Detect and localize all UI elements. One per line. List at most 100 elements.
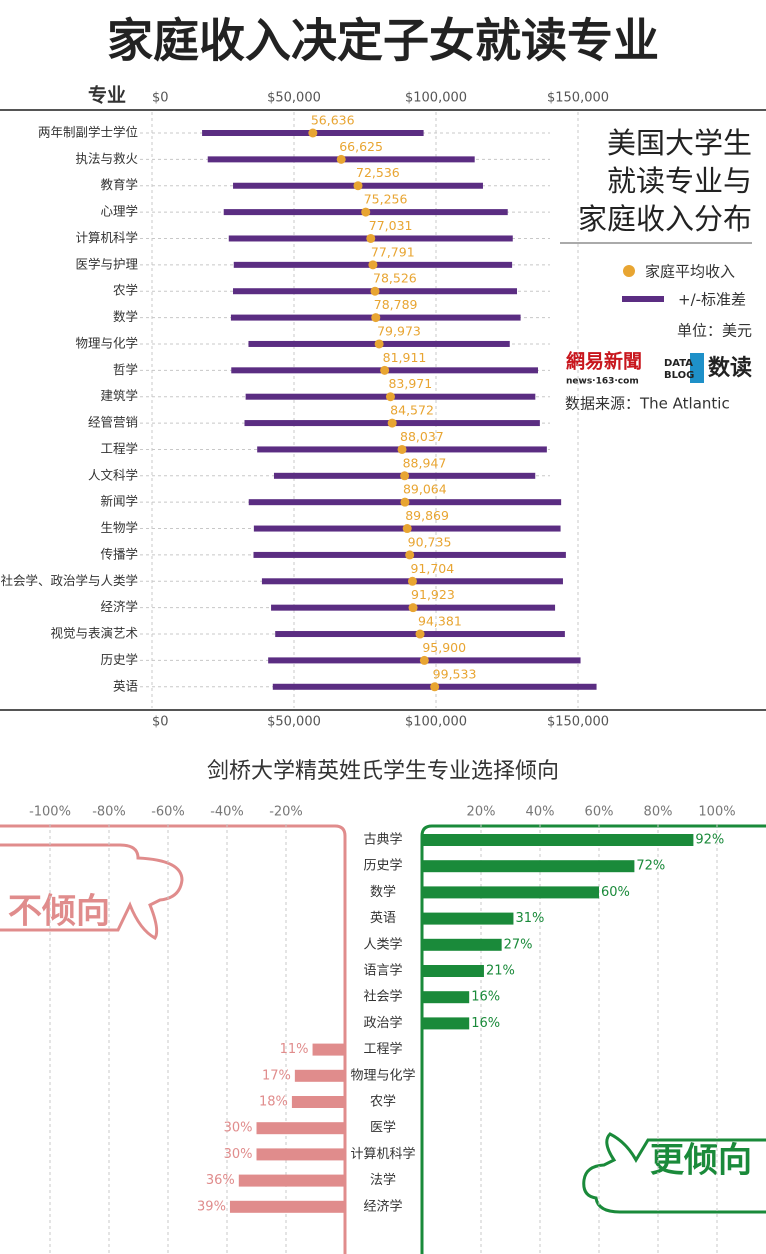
x-tick-label: $50,000	[267, 715, 321, 730]
value-label: 72%	[636, 859, 665, 874]
value-label: 30%	[224, 1121, 253, 1136]
mean-dot	[407, 576, 417, 586]
mean-dot	[308, 128, 318, 138]
x-tick-label: $150,000	[547, 91, 609, 106]
value-label: 77,031	[369, 218, 413, 233]
mean-dot	[430, 682, 440, 692]
category-label: 经济学	[363, 1198, 402, 1214]
x-tick-label: 40%	[526, 805, 555, 820]
sidebar-title: 家庭收入分布	[578, 202, 752, 236]
thumb-up	[582, 1132, 766, 1214]
logo-box	[565, 352, 657, 376]
value-label: 18%	[259, 1095, 288, 1110]
value-label: 84,572	[390, 403, 434, 418]
mean-dot	[380, 365, 390, 375]
value-label: 91,704	[410, 561, 454, 576]
value-label: 83,971	[388, 376, 432, 391]
page-title: 家庭收入决定子女就读专业	[107, 14, 659, 68]
category-label: 英语	[113, 678, 138, 693]
category-label: 古典学	[363, 832, 402, 848]
value-label: 56,636	[311, 113, 355, 128]
mean-dot	[419, 655, 429, 665]
bar	[422, 965, 484, 977]
x-tick-label: $0	[152, 91, 169, 106]
category-label: 历史学	[363, 858, 402, 874]
value-label: 31%	[515, 911, 544, 926]
category-label: 数学	[370, 884, 396, 900]
mean-dot	[336, 154, 346, 164]
bar	[422, 1017, 470, 1030]
x-tick-label: $100,000	[405, 715, 467, 730]
bar	[422, 834, 694, 846]
value-label: 89,064	[403, 482, 447, 497]
annotation-negative: 不倾向	[8, 892, 110, 932]
mean-dot	[397, 444, 407, 454]
category-label: 经管营销	[88, 415, 138, 430]
value-label: 72,536	[356, 165, 400, 180]
value-label: 92%	[695, 833, 724, 848]
value-label: 79,973	[377, 323, 421, 338]
category-label: 计算机科学	[350, 1146, 415, 1162]
mean-dot	[368, 260, 378, 270]
logo-name: 網易新聞	[566, 350, 642, 373]
category-label: 建筑学	[100, 388, 138, 403]
x-tick-label: 80%	[644, 805, 673, 820]
legend-label: 家庭平均收入	[645, 263, 735, 281]
mean-dot	[400, 497, 410, 507]
x-tick-label: -100%	[29, 805, 71, 820]
value-label: 90,735	[408, 534, 452, 549]
legend-dot	[623, 265, 635, 277]
x-tick-label: -80%	[92, 805, 126, 820]
logo-blog: DATA	[664, 358, 693, 369]
bar	[312, 1043, 345, 1056]
value-label: 16%	[471, 1016, 500, 1031]
logo-accent	[690, 353, 704, 383]
annotation-positive: 更倾向	[650, 1141, 752, 1181]
bar	[256, 1122, 345, 1135]
x-tick-label: $150,000	[547, 715, 609, 730]
category-label: 工程学	[100, 441, 138, 456]
bar	[294, 1069, 345, 1082]
category-label: 人类学	[363, 936, 402, 952]
logo-brand: 数读	[708, 355, 752, 381]
mean-dot	[361, 207, 371, 217]
category-label: 传播学	[100, 546, 138, 561]
category-label: 政治学	[363, 1015, 402, 1031]
category-label: 经济学	[100, 599, 138, 614]
category-label: 物理与化学	[350, 1067, 415, 1083]
bar	[229, 1200, 345, 1213]
x-tick-label: -20%	[269, 805, 303, 820]
bar	[422, 912, 514, 925]
value-label: 89,869	[405, 508, 449, 523]
value-label: 99,533	[433, 666, 477, 681]
category-label: 农学	[370, 1094, 396, 1110]
category-label: 农学	[113, 283, 138, 298]
logo-url: news·163·com	[566, 377, 639, 387]
sidebar-title: 就读专业与	[607, 164, 752, 198]
category-label: 心理学	[100, 204, 138, 219]
value-label: 60%	[601, 885, 630, 900]
mean-dot	[370, 286, 380, 296]
source-note: 数据来源：The Atlantic	[565, 395, 730, 413]
mean-dot	[374, 339, 384, 349]
y-axis-label: 专业	[88, 84, 126, 107]
category-label: 两年制副学士学位	[38, 125, 138, 140]
category-label: 医学	[370, 1120, 396, 1136]
value-label: 30%	[224, 1147, 253, 1162]
x-tick-label: $50,000	[267, 91, 321, 106]
negative-frame	[0, 824, 347, 1254]
x-tick-label: $100,000	[405, 91, 467, 106]
value-label: 11%	[280, 1042, 309, 1057]
thumb-down	[0, 843, 184, 940]
bar	[422, 991, 470, 1004]
category-label: 教育学	[100, 177, 138, 192]
bar	[422, 860, 635, 873]
value-label: 21%	[486, 964, 515, 979]
x-tick-label: $0	[152, 715, 169, 730]
value-label: 88,947	[403, 455, 447, 470]
category-label: 数学	[113, 309, 138, 324]
chart-title: 剑桥大学精英姓氏学生专业选择倾向	[207, 759, 559, 784]
legend-bar	[622, 296, 664, 302]
category-label: 社会学、政治学与人类学	[0, 573, 138, 588]
